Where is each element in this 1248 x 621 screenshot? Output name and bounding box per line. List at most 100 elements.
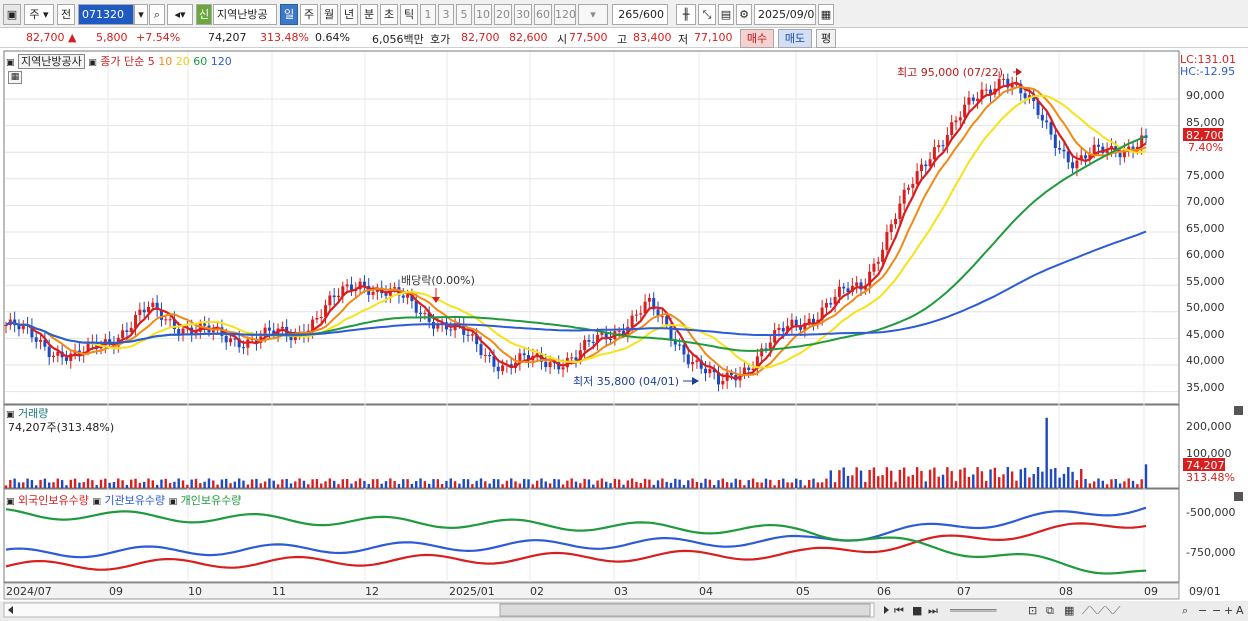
volume-bar bbox=[181, 480, 185, 488]
zoom-icon[interactable]: ⌕ bbox=[1182, 604, 1188, 617]
window-menu-icon[interactable]: ▣ bbox=[3, 4, 21, 25]
volume-bar bbox=[1002, 474, 1005, 488]
candle-body bbox=[1045, 120, 1049, 123]
interval-5[interactable]: 5 bbox=[456, 4, 472, 25]
draw-icons[interactable]: ⟋⟍⟋⟍⟋ bbox=[1082, 604, 1121, 617]
candle-body bbox=[596, 334, 600, 343]
volume-bar bbox=[350, 483, 353, 488]
candle-body bbox=[56, 351, 60, 356]
data-count-field[interactable]: 265/600 bbox=[612, 4, 668, 25]
volume-bar bbox=[505, 480, 509, 488]
scroll-left-icon[interactable] bbox=[8, 606, 13, 614]
candle-body bbox=[643, 301, 647, 314]
panel-handle-icon[interactable]: ▣ bbox=[6, 58, 15, 68]
holdings-panel-frame bbox=[3, 488, 1180, 583]
period-second[interactable]: 초 bbox=[380, 4, 398, 25]
interval-60[interactable]: 60 bbox=[534, 4, 552, 25]
volume-bar bbox=[69, 479, 72, 488]
volume-bar bbox=[1032, 474, 1035, 488]
candle-body bbox=[764, 348, 768, 350]
interval-10[interactable]: 10 bbox=[474, 4, 492, 25]
interval-1[interactable]: 1 bbox=[420, 4, 436, 25]
code-dropdown-icon[interactable]: ▾ bbox=[134, 4, 148, 25]
volume-close-icon[interactable] bbox=[1234, 406, 1243, 415]
current-price: 82,700 bbox=[26, 31, 65, 44]
stock-name-tag[interactable]: 지역난방공사 bbox=[18, 54, 85, 69]
ma-handle-icon[interactable]: ▣ bbox=[88, 58, 97, 68]
price-panel-frame bbox=[3, 50, 1180, 405]
interval-120[interactable]: 120 bbox=[554, 4, 576, 25]
minus-icon[interactable]: − bbox=[1212, 604, 1221, 617]
volume-bar bbox=[833, 482, 837, 488]
candle-body bbox=[30, 325, 34, 338]
volume-bar bbox=[946, 467, 949, 488]
save-icon[interactable]: ▤ bbox=[718, 4, 734, 25]
candle-body bbox=[1027, 95, 1031, 99]
gear-icon[interactable]: ⚙ bbox=[736, 4, 752, 25]
volume-handle-icon[interactable]: ▣ bbox=[6, 410, 15, 420]
prev-button[interactable]: 전 bbox=[57, 4, 75, 25]
volume-bar bbox=[458, 483, 461, 488]
volume-bar bbox=[1071, 471, 1074, 488]
interval-30[interactable]: 30 bbox=[514, 4, 532, 25]
current-price-tag bbox=[1183, 128, 1223, 141]
candle-body bbox=[449, 329, 453, 331]
interval-20[interactable]: 20 bbox=[494, 4, 512, 25]
ma-title: 종가 단순 bbox=[100, 55, 145, 68]
market-select[interactable]: 주 ▾ bbox=[24, 4, 54, 25]
buy-button[interactable]: 매수 bbox=[740, 29, 774, 48]
volume-bar bbox=[855, 467, 858, 488]
copy-icon[interactable]: ⧉ bbox=[1046, 604, 1054, 617]
candle-body bbox=[1058, 148, 1062, 150]
candle-body bbox=[1092, 144, 1096, 154]
high-label: 고 bbox=[617, 33, 628, 46]
calendar-icon[interactable]: ▦ bbox=[818, 4, 834, 25]
holdings-handle-icon[interactable]: ▣ bbox=[6, 497, 15, 507]
search-icon[interactable]: ⌕ bbox=[149, 4, 165, 25]
volume-bar bbox=[695, 481, 699, 488]
period-minute[interactable]: 분 bbox=[360, 4, 378, 25]
holdings-line-1 bbox=[5, 506, 1147, 559]
scrollbar-thumb[interactable] bbox=[499, 603, 871, 617]
volume-bar bbox=[263, 481, 267, 488]
x-right-label: 09/01 bbox=[1189, 585, 1221, 598]
grid-icon[interactable]: ▦ bbox=[1064, 604, 1074, 617]
chart-area[interactable]: 90,000 85,000 75,000 70,000 65,000 60,00… bbox=[0, 49, 1248, 621]
institution-handle-icon[interactable]: ▣ bbox=[92, 497, 101, 507]
sell-button[interactable]: 매도 bbox=[778, 29, 812, 48]
nav-last-icon[interactable]: ⏭ bbox=[928, 604, 938, 617]
volume-bar bbox=[907, 476, 910, 488]
toggle-icon[interactable]: ⊡ bbox=[1028, 604, 1037, 617]
nav-stop-icon[interactable]: ■ bbox=[912, 604, 922, 617]
zoom-out-icon[interactable]: − bbox=[1198, 604, 1207, 617]
volume-bar bbox=[220, 479, 224, 488]
table-icon[interactable]: ▦ bbox=[8, 71, 22, 84]
stock-code-input[interactable]: 071320 bbox=[78, 4, 134, 25]
speaker-icon[interactable]: ◂▾ bbox=[167, 4, 193, 25]
font-icon[interactable]: A bbox=[1236, 604, 1244, 617]
stock-name-field[interactable]: 지역난방공 bbox=[213, 4, 277, 25]
individual-handle-icon[interactable]: ▣ bbox=[168, 497, 178, 507]
candle-body bbox=[790, 319, 794, 326]
interval-custom-dropdown[interactable]: ▾ bbox=[578, 4, 608, 25]
period-week[interactable]: 주 bbox=[300, 4, 318, 25]
candle-body bbox=[911, 183, 915, 188]
period-year[interactable]: 년 bbox=[340, 4, 358, 25]
candle-type-icon[interactable]: ╫ bbox=[676, 4, 696, 25]
volume-bar bbox=[592, 484, 595, 488]
period-month[interactable]: 월 bbox=[320, 4, 338, 25]
current-pct-tag: 7.40% bbox=[1188, 141, 1223, 154]
period-tick[interactable]: 틱 bbox=[400, 4, 418, 25]
holdings-close-icon[interactable] bbox=[1234, 492, 1243, 501]
draw-tool-icon[interactable]: ⤡ bbox=[698, 4, 716, 25]
scroll-right-icon[interactable] bbox=[884, 606, 889, 614]
period-day[interactable]: 일 bbox=[280, 4, 298, 25]
interval-3[interactable]: 3 bbox=[438, 4, 454, 25]
candle-body bbox=[803, 322, 807, 330]
plus-icon[interactable]: + bbox=[1224, 604, 1233, 617]
date-field[interactable]: 2025/09/01 bbox=[754, 4, 816, 25]
nav-first-icon[interactable]: ⏮ bbox=[894, 604, 904, 617]
zoom-slider-icon[interactable]: ═══════ bbox=[949, 604, 997, 617]
price-y-axis: 90,000 85,000 75,000 70,000 65,000 60,00… bbox=[1186, 89, 1225, 394]
eval-button[interactable]: 평 bbox=[816, 29, 836, 48]
